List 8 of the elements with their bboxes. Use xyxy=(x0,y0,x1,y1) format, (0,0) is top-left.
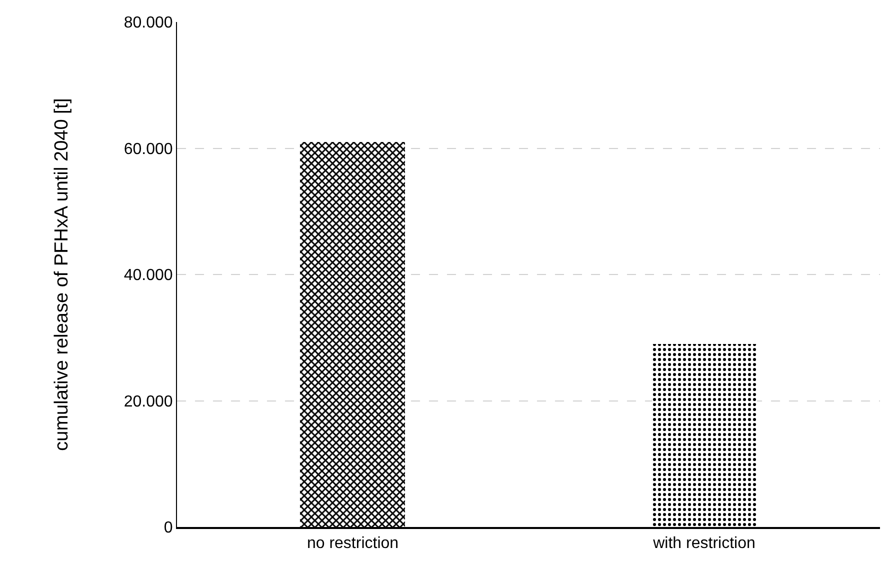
y-tick-label: 0 xyxy=(164,520,173,537)
y-tick-label: 20.000 xyxy=(124,393,173,410)
x-tick-label: no restriction xyxy=(306,534,399,552)
y-tick-label: 40.000 xyxy=(124,267,173,284)
y-tick-label: 80.000 xyxy=(124,14,173,32)
y-axis-title: cumulative release of PFHxA until 2040 [t] xyxy=(52,98,73,451)
x-tick-label: with restriction xyxy=(652,534,756,552)
y-tick-label: 60.000 xyxy=(124,140,173,158)
